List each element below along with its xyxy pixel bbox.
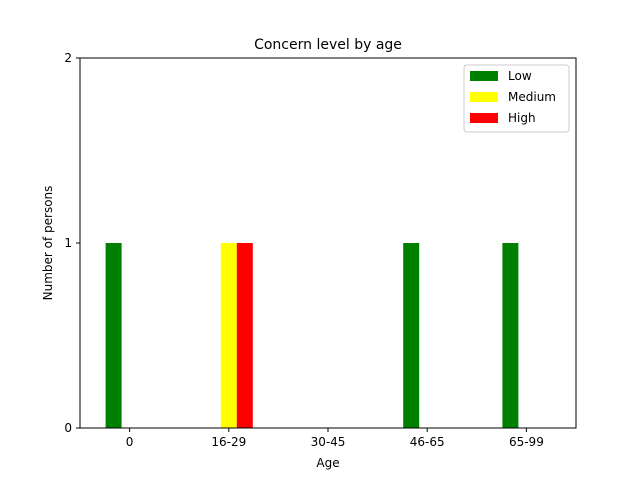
- y-tick-label: 0: [64, 421, 72, 435]
- x-axis: 0 16-29 30-45 46-65 65-99: [126, 428, 544, 449]
- legend-swatch-medium: [470, 92, 498, 102]
- x-tick-label: 30-45: [311, 435, 346, 449]
- plot-area: [105, 243, 519, 428]
- y-axis: 0 1 2: [64, 51, 80, 435]
- legend-swatch-low: [470, 71, 498, 81]
- bar-low-0: [105, 243, 122, 428]
- y-tick-label: 2: [64, 51, 72, 65]
- x-tick-label: 65-99: [509, 435, 544, 449]
- x-tick-label: 46-65: [410, 435, 445, 449]
- bar-high-16-29: [236, 243, 253, 428]
- y-tick-label: 1: [64, 236, 72, 250]
- legend-label-low: Low: [508, 69, 532, 83]
- x-tick-label: 0: [126, 435, 134, 449]
- bar-low-46-65: [403, 243, 420, 428]
- bar-medium-16-29: [220, 243, 237, 428]
- bar-low-65-99: [502, 243, 519, 428]
- x-axis-label: Age: [316, 456, 339, 470]
- legend-swatch-high: [470, 113, 498, 123]
- x-tick-label: 16-29: [211, 435, 246, 449]
- legend-label-medium: Medium: [508, 90, 556, 104]
- y-axis-label: Number of persons: [41, 186, 55, 301]
- chart-title: Concern level by age: [254, 37, 402, 53]
- legend-label-high: High: [508, 111, 536, 125]
- legend: Low Medium High: [463, 64, 570, 133]
